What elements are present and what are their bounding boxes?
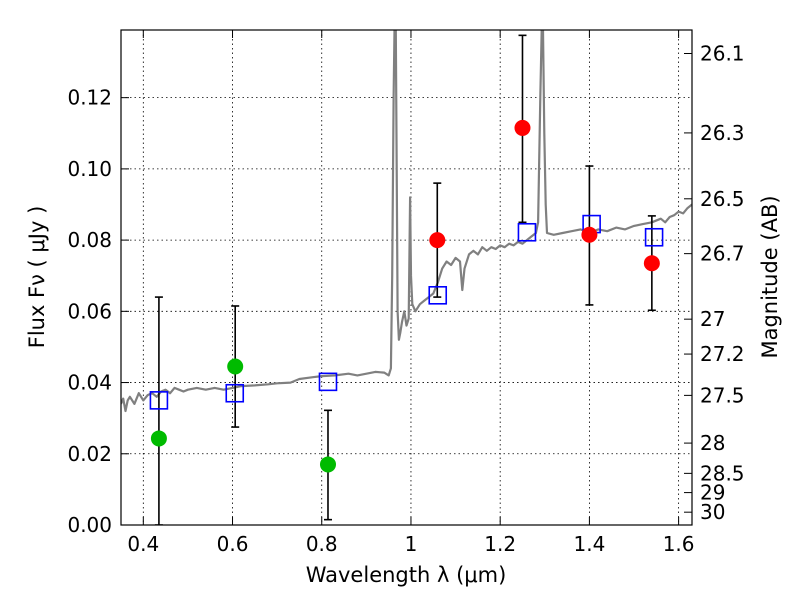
plot-frame [120,29,693,526]
right-axis-tick-label: 26.1 [700,42,745,66]
y-axis-title: Flux Fν ( μJy ) [25,206,49,349]
plot-area [121,30,692,525]
right-axis-tick-label: 27.2 [700,342,745,366]
right-axis-tick-label: 30 [700,500,725,524]
y-axis-ticks: 0.00 0.02 0.04 0.06 0.08 0.10 0.12 [67,86,129,537]
data-point [227,358,244,375]
right-axis-title: Magnitude (AB) [758,195,782,358]
y-tick-label: 0.08 [67,228,112,252]
right-axis-tick-label: 27.5 [700,383,745,407]
grid [121,30,692,526]
data-point [514,119,531,136]
x-axis-ticks: 0.4 0.6 0.8 1 1.2 1.4 1.6 [127,30,695,556]
model-square-marker [225,383,245,403]
right-axis-tick-label: 26.5 [700,187,745,211]
x-axis-title: Wavelength λ (μm) [306,563,507,587]
y-tick-label: 0.04 [67,371,112,395]
y-tick-label: 0.10 [67,157,112,181]
right-axis-tick-label: 29 [700,481,725,505]
y-tick-label: 0.02 [67,442,112,466]
x-tick-label: 0.8 [306,532,338,556]
model-square-marker [428,286,448,305]
data-point [643,255,660,272]
y-tick-label: 0.00 [67,513,112,537]
x-tick-label: 1.6 [663,532,695,556]
y-tick-label: 0.06 [67,299,112,323]
right-axis-tick-label: 27 [700,307,725,331]
x-tick-label: 0.6 [217,532,249,556]
right-axis-tick-label: 28 [700,431,725,455]
x-tick-label: 0.4 [127,532,159,556]
data-point [581,226,598,243]
spectrum-layer [121,30,692,413]
model-square-marker [149,391,169,410]
x-tick-label: 1 [405,532,418,556]
model-square-marker [318,372,338,392]
model-square-marker [517,222,537,242]
right-axis-tick-label: 28.5 [700,461,745,485]
data-point [150,430,167,447]
data-point-layer [150,119,660,473]
right-axis-tick-label: 26.7 [700,242,745,266]
right-axis-tick-label: 26.3 [700,121,745,145]
spectrum-line [121,30,692,413]
x-tick-label: 1.4 [573,532,605,556]
data-point [429,232,446,249]
model-square-marker [644,227,664,247]
model-square-layer [149,214,664,410]
y-tick-label: 0.12 [67,86,112,110]
x-tick-label: 1.2 [484,532,516,556]
data-point [319,456,336,473]
